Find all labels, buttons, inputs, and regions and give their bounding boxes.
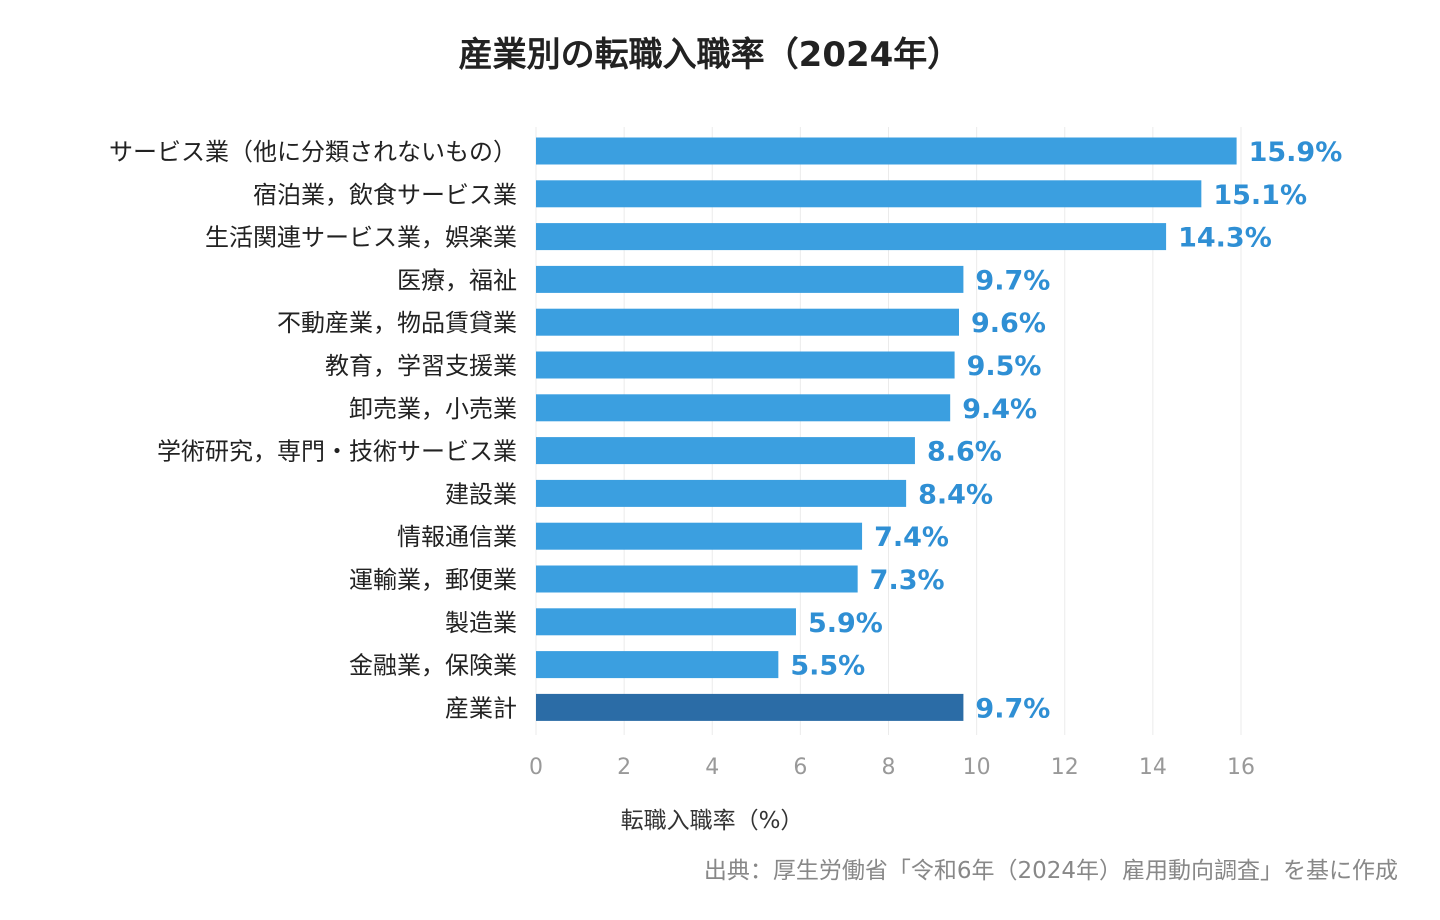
category-label: 情報通信業 (397, 523, 517, 551)
value-label: 9.6% (971, 308, 1046, 339)
bar (536, 693, 964, 721)
bar (536, 394, 951, 422)
bar (536, 223, 1167, 251)
x-tick-label: 0 (529, 755, 543, 780)
bar (536, 351, 955, 379)
value-labels: 15.9% 15.1% 14.3% 9.7% 9.6% 9.5% 9.4% 8.6% 8.4% 7… (790, 137, 1342, 724)
category-label: 製造業 (445, 609, 517, 637)
bar (536, 479, 907, 507)
value-label: 14.3% (1178, 223, 1272, 254)
value-label: 5.5% (790, 651, 865, 682)
x-axis-title: 転職入職率（%） (621, 808, 804, 834)
bar (536, 265, 964, 293)
x-tick-label: 10 (963, 755, 991, 780)
value-label: 9.4% (962, 394, 1037, 425)
category-label: 学術研究，専門・技術サービス業 (157, 438, 517, 466)
value-label: 8.6% (927, 437, 1002, 468)
value-label: 9.7% (975, 265, 1050, 296)
category-label: サービス業（他に分類されないもの） (109, 138, 517, 166)
category-label: 医療，福祉 (397, 266, 517, 294)
bars (536, 137, 1237, 721)
category-label: 金融業，保険業 (349, 652, 517, 680)
bar (536, 651, 779, 679)
category-label: 建設業 (445, 480, 517, 508)
x-tick-label: 16 (1227, 755, 1255, 780)
chart-title: 産業別の転職入職率（2024年） (459, 35, 962, 75)
x-tick-labels: 0 2 4 6 8 10 12 14 16 (529, 755, 1255, 780)
value-label: 7.3% (870, 565, 945, 596)
category-label: 宿泊業，飲食サービス業 (253, 181, 517, 209)
value-label: 15.9% (1249, 137, 1343, 168)
x-tick-label: 8 (882, 755, 896, 780)
value-label: 8.4% (918, 479, 993, 510)
category-label: 教育，学習支援業 (325, 352, 517, 380)
bar (536, 437, 915, 465)
bar (536, 522, 863, 550)
x-tick-label: 4 (705, 755, 719, 780)
x-tick-label: 6 (793, 755, 807, 780)
category-label: 運輸業，郵便業 (349, 566, 517, 594)
bar (536, 137, 1237, 165)
bar (536, 565, 858, 593)
category-label: 産業計 (445, 694, 517, 722)
bar (536, 608, 796, 636)
bar (536, 180, 1202, 208)
value-label: 5.9% (808, 608, 883, 639)
value-label: 9.7% (975, 693, 1050, 724)
x-tick-label: 2 (617, 755, 631, 780)
bar (536, 308, 959, 336)
grid-lines (535, 127, 1242, 735)
source-note: 出典：厚生労働省「令和6年（2024年）雇用動向調査」を基に作成 (704, 858, 1398, 884)
x-tick-label: 12 (1051, 755, 1079, 780)
category-label: 生活関連サービス業，娯楽業 (205, 224, 517, 252)
category-label: 不動産業，物品賃貸業 (277, 309, 517, 337)
category-labels: サービス業（他に分類されないもの） 宿泊業，飲食サービス業生活関連サービス業，娯楽… (109, 138, 517, 722)
value-label: 7.4% (874, 522, 949, 553)
value-label: 9.5% (967, 351, 1042, 382)
x-tick-label: 14 (1139, 755, 1167, 780)
category-label: 卸売業，小売業 (349, 395, 517, 423)
value-label: 15.1% (1213, 180, 1307, 211)
